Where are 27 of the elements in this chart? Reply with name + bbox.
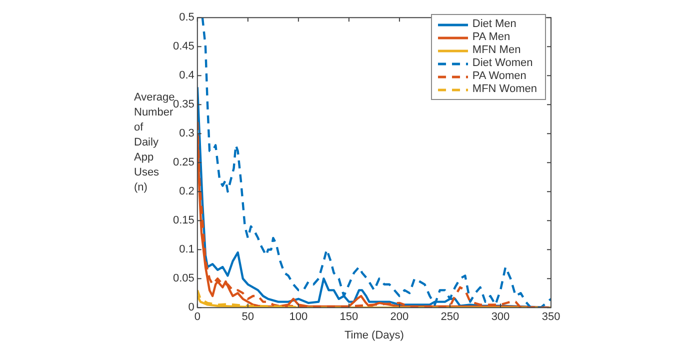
legend-label: Diet Men	[472, 18, 516, 31]
y-tick-label: 0.5	[179, 12, 194, 24]
y-tick-label: 0.3	[179, 128, 194, 140]
legend-label: MFN Women	[472, 83, 537, 96]
y-tick-label: 0.25	[172, 156, 194, 169]
x-tick-label: 350	[542, 311, 560, 324]
x-axis-title: Time (Days)	[344, 329, 404, 342]
legend-label: PA Women	[472, 70, 526, 83]
y-tick-label: 0.45	[172, 40, 194, 53]
y-tick-label: 0.35	[172, 98, 194, 111]
y-tick-label: 0.15	[172, 214, 194, 227]
y-tick-label: 0.05	[172, 272, 194, 285]
legend-label: MFN Men	[472, 44, 521, 57]
y-tick-label: 0	[188, 302, 194, 314]
y-axis-title: Average Number of Daily App Uses (n)	[134, 92, 175, 194]
x-tick-label: 250	[440, 311, 460, 324]
x-tick-label: 300	[491, 311, 510, 324]
line-series	[201, 18, 551, 308]
y-tick-label: 0.1	[179, 244, 194, 256]
legend-label: Diet Women	[472, 57, 533, 70]
x-tick-label: 150	[340, 311, 358, 324]
y-tick-label: 0.4	[179, 70, 194, 82]
x-tick-label: 200	[390, 311, 409, 324]
legend-label: PA Men	[472, 31, 510, 44]
x-tick-label: 100	[289, 311, 308, 324]
y-tick-label: 0.2	[179, 186, 194, 198]
x-tick-label: 50	[242, 311, 254, 324]
